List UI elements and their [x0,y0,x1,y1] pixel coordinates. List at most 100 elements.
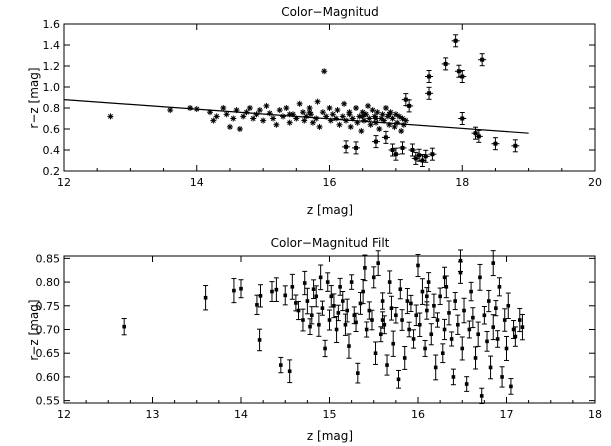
chart-bottom-point [470,307,476,329]
chart-top-point [349,115,356,122]
chart-top-point [323,113,330,120]
chart-bottom-point [519,313,525,341]
chart-top-y-tick-label: 1.4 [43,39,61,52]
chart-top-point [240,113,247,120]
chart-top-point [398,128,405,135]
chart-bottom-point [413,304,419,327]
chart-top-point [266,110,273,117]
chart-bottom-point [442,318,448,341]
chart-top-errorbar-point [352,141,361,155]
chart-top-point [367,121,374,128]
chart-bottom-point [373,341,379,365]
chart-top-point [382,105,389,111]
chart-bottom-point [490,314,496,341]
chart-top-errorbar-point [398,141,407,155]
chart-top-point [336,121,343,128]
chart-bottom-point [337,277,343,296]
chart-bottom-point [289,273,295,300]
chart-top-point [364,102,371,109]
chart-bottom-point [390,330,396,357]
chart-top-point [253,111,260,118]
chart-bottom-point [311,279,317,300]
chart-top-point [260,117,267,124]
chart-top-point [319,109,326,116]
chart-top-point [392,111,399,118]
chart-bottom-point [309,306,315,325]
chart-bottom-point [378,326,384,343]
chart-top-errorbar-point [441,57,450,71]
chart-top-point [359,113,366,120]
chart-top-point [358,128,365,135]
chart-top-point [293,115,300,122]
chart-top-point [303,113,310,120]
chart-bottom-marks [121,249,525,405]
chart-bottom-point [355,362,361,384]
chart-bottom-point [479,387,485,405]
chart-bottom-y-tick-label: 0.55 [36,395,61,408]
chart-bottom-point [499,366,505,388]
chart-top-errorbar-point [458,112,467,125]
chart-bottom-point [488,355,494,380]
chart-bottom-point [481,306,487,325]
chart-bottom-point [257,284,263,308]
chart-bottom-point [399,309,405,331]
chart-top-errorbar-point [391,147,400,161]
chart-top-x-tick-label: 20 [588,176,602,189]
chart-bottom-point [517,307,523,333]
chart-top-marks [63,34,529,167]
chart-top-point [220,105,227,111]
chart-bottom-point [437,287,443,306]
chart-bottom-point [203,285,209,311]
chart-bottom-point [380,311,386,329]
chart-top-y-tick-label: 0.6 [43,123,61,136]
chart-top-point [270,115,277,122]
chart-bottom-point [428,323,434,346]
chart-bottom-point [384,354,390,376]
chart-bottom-point [449,331,455,347]
chart-bottom-point [422,340,428,357]
chart-bottom-point [457,249,463,273]
chart-bottom-point [442,266,448,288]
chart-top-point [314,98,321,105]
chart-top-point [389,115,396,122]
chart-bottom-point [316,312,322,337]
chart-bottom-point [371,266,377,289]
chart-bottom-point [512,326,518,347]
chart-top-point [187,105,194,111]
chart-bottom-point [402,346,408,370]
chart-bottom-point [380,292,386,310]
chart-bottom-point [406,321,412,338]
chart-bottom-point [121,317,127,336]
chart-top-point [372,119,379,126]
chart-bottom-point [404,287,410,315]
chart-bottom-point [388,295,394,321]
chart-top-y-tick-label: 0.4 [43,144,61,157]
chart-bottom-y-tick-label: 0.65 [36,347,61,360]
chart-top-point [276,107,283,114]
chart-bottom-point [364,321,370,338]
chart-bottom-point [349,274,355,290]
chart-bottom-point [313,285,319,308]
chart-bottom-point [466,320,472,339]
chart-bottom-point [393,307,399,324]
chart-bottom-axes: 12 13 14 15 16 17 18 0.55 0.60 0.65 0.70 0.75 0.80 0.… [36,252,603,421]
chart-top-errorbar-point [478,53,487,67]
chart-top-point [380,117,387,124]
chart-top-point [263,102,270,109]
chart-bottom-point [360,279,366,305]
chart-bottom-point [296,300,302,321]
chart-bottom-title: Color−Magnitud Filt [271,236,390,250]
chart-top-point [107,113,114,120]
chart-top-point [313,115,320,122]
chart-top-x-tick-label: 16 [323,176,337,189]
chart-top-point [296,100,303,107]
chart-top-point [246,105,253,111]
chart-top-point [399,115,406,122]
chart-top-point [226,123,233,130]
chart-top-point [346,111,353,118]
chart-top-point [343,117,350,124]
chart-bottom-point [254,294,260,316]
chart-bottom-point [369,309,375,331]
chart-bottom-x-tick-label: 15 [323,408,337,421]
